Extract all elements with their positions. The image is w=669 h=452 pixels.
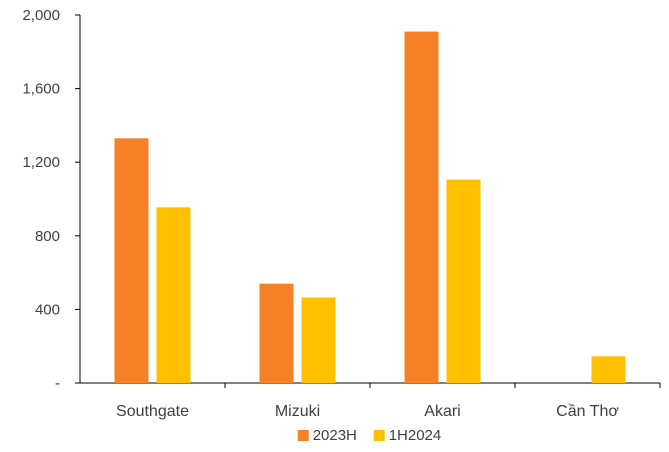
bar-1H2024-Akari [446,179,481,383]
y-tick-label: 800 [35,228,60,245]
category-label: Southgate [116,403,189,420]
bar-1H2024-Southgate [156,207,191,383]
legend-swatch [297,430,309,441]
category-label: Cần Thơ [556,403,619,420]
bar-1H2024-Cần Thơ [591,356,626,383]
legend-label: 2023H [313,427,357,444]
bar-1H2024-Mizuki [301,297,336,383]
y-tick-label: 1,200 [22,154,60,171]
legend: 2023H 1H2024 [297,427,442,444]
y-tick-label: 400 [35,301,60,318]
category-labels: Southgate Mizuki Akari Cần Thơ [116,403,619,420]
y-tick-label: 1,600 [22,81,60,98]
bar-2023H-Mizuki [259,283,294,383]
y-tick-labels: - 400 800 1,200 1,600 2,000 [22,7,60,392]
category-label: Mizuki [275,403,320,420]
bar-2023H-Akari [404,31,439,384]
y-tick-label: 2,000 [22,7,60,24]
bars [114,31,626,384]
category-label: Akari [424,403,460,420]
legend-label: 1H2024 [389,427,442,444]
y-tick-label: - [55,375,60,392]
bar-2023H-Southgate [114,138,149,383]
legend-swatch [373,430,385,441]
